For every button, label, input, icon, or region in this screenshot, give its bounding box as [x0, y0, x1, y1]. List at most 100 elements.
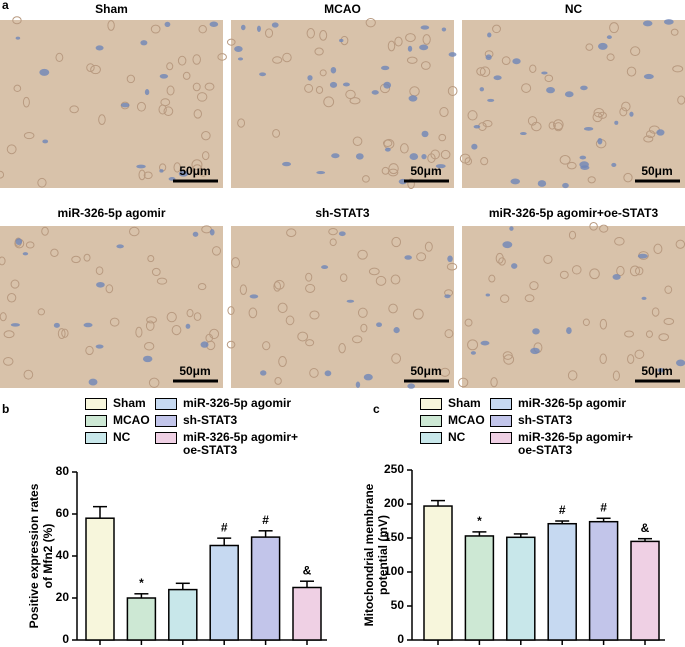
annotation: #	[262, 513, 269, 527]
cell	[390, 274, 401, 285]
cell	[582, 318, 590, 327]
stained-cell	[493, 75, 502, 81]
cell	[323, 96, 335, 108]
cell	[90, 64, 101, 75]
stained-cell	[116, 244, 124, 249]
cell	[464, 157, 473, 166]
stained-cell	[537, 180, 547, 187]
stained-cell	[259, 72, 267, 77]
cell	[71, 255, 81, 264]
cell	[490, 377, 498, 388]
y-tick-label: 60	[56, 506, 70, 520]
stained-cell	[140, 40, 148, 46]
cell	[0, 256, 6, 266]
cell	[568, 230, 577, 240]
stained-cell	[324, 370, 332, 377]
cell	[204, 82, 215, 91]
cell	[143, 171, 153, 180]
cell	[171, 324, 182, 336]
cell	[57, 328, 66, 340]
annotation: *	[477, 514, 482, 528]
stained-cell	[10, 323, 21, 327]
legend-label: miR-326-5p agomir	[183, 396, 292, 410]
cell	[553, 119, 564, 131]
cell	[375, 275, 387, 286]
stained-cell	[444, 294, 451, 299]
cell	[22, 96, 30, 108]
cell	[405, 33, 416, 43]
stained-cell	[331, 153, 340, 159]
cell	[387, 40, 396, 52]
cell	[41, 226, 49, 236]
y-tick-label: 250	[384, 462, 404, 476]
legend-swatch	[490, 415, 512, 427]
cell	[297, 331, 309, 342]
stained-cell	[22, 252, 29, 256]
y-tick-label: 0	[62, 632, 69, 646]
cell	[439, 367, 451, 377]
cell	[360, 323, 368, 333]
cell	[304, 83, 314, 93]
cell	[391, 353, 402, 364]
cell	[382, 139, 393, 147]
stained-cell	[421, 130, 429, 138]
cell	[589, 268, 600, 280]
cell	[543, 254, 553, 264]
cell	[201, 131, 211, 141]
cell	[492, 24, 501, 34]
stained-cell	[346, 299, 355, 303]
stained-cell	[473, 124, 481, 129]
cell	[338, 343, 346, 354]
legend-label: MCAO	[113, 413, 150, 427]
cell	[95, 266, 104, 275]
stained-cell	[144, 89, 150, 96]
cell	[592, 112, 603, 123]
stained-cell	[95, 45, 104, 51]
bar	[588, 520, 619, 641]
cell	[143, 341, 155, 351]
cell	[585, 43, 594, 51]
legend-item: sh-STAT3	[155, 414, 237, 427]
stained-cell	[564, 91, 574, 98]
y-axis-label: potential (mV)	[376, 515, 390, 595]
stained-cell	[256, 25, 261, 32]
stained-cell	[606, 35, 612, 40]
stained-cell	[316, 171, 326, 175]
cell	[394, 36, 403, 47]
stained-cell	[307, 75, 313, 81]
cell	[272, 128, 281, 138]
cell	[274, 279, 285, 290]
cell	[614, 237, 625, 246]
bar	[506, 536, 536, 641]
cell	[521, 83, 532, 93]
cell	[651, 307, 660, 317]
stained-cell	[519, 132, 527, 136]
stained-cell	[164, 21, 171, 27]
stained-cell	[541, 71, 548, 75]
cell	[217, 53, 227, 61]
legend-swatch	[420, 415, 442, 427]
cell	[166, 311, 177, 323]
legend-swatch	[490, 432, 512, 444]
cell	[147, 254, 155, 263]
cell	[480, 157, 489, 166]
cell	[262, 341, 271, 351]
stained-cell	[663, 19, 674, 25]
bar	[85, 517, 115, 641]
bar	[126, 597, 157, 641]
legend-swatch	[155, 432, 177, 444]
cell	[619, 107, 628, 117]
cell	[107, 20, 115, 31]
stained-cell	[209, 229, 215, 236]
cell	[438, 133, 447, 142]
panel-label: c	[373, 402, 380, 416]
stained-cell	[159, 169, 164, 173]
annotation: #	[600, 500, 607, 514]
stained-cell	[192, 231, 199, 237]
scale-label: 50μm	[179, 364, 210, 378]
cell	[357, 307, 368, 318]
cell	[306, 28, 315, 39]
cell	[305, 272, 313, 282]
